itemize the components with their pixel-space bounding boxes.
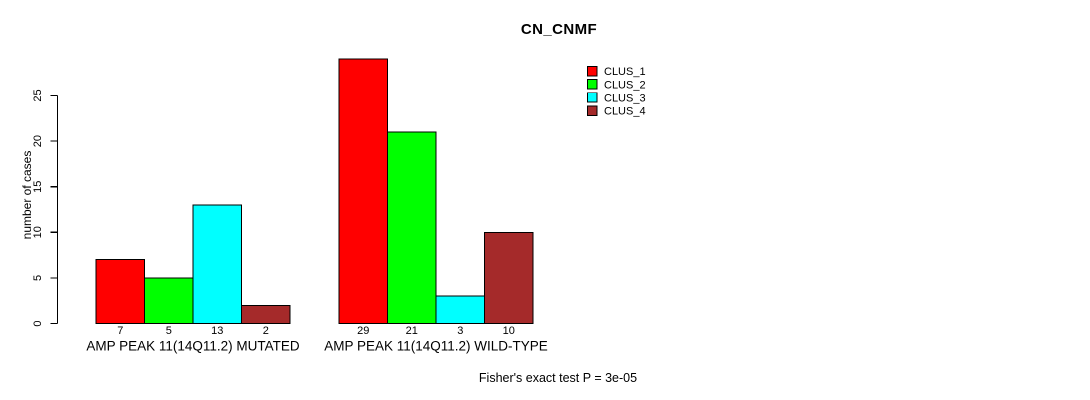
bar xyxy=(241,304,291,325)
bar-value-label: 2 xyxy=(263,325,269,337)
bar xyxy=(484,231,534,324)
legend-label: CLUS_3 xyxy=(604,92,646,104)
legend-label: CLUS_1 xyxy=(604,66,646,78)
chart-title: CN_CNMF xyxy=(520,21,598,38)
y-tick-label: 25 xyxy=(32,89,44,101)
bar-value-label: 13 xyxy=(211,325,223,337)
bar xyxy=(435,295,485,325)
group-label: AMP PEAK 11(14Q11.2) WILD-TYPE xyxy=(324,339,548,354)
bar-value-label: 3 xyxy=(457,325,463,337)
legend-label: CLUS_4 xyxy=(604,106,646,118)
bar-value-label: 29 xyxy=(357,325,369,337)
bar-value-label: 5 xyxy=(166,325,172,337)
bar-value-label: 21 xyxy=(406,325,418,337)
y-tick-label: 5 xyxy=(32,275,44,281)
legend-swatch xyxy=(587,92,598,103)
legend-swatch xyxy=(587,66,598,77)
bar xyxy=(387,131,437,324)
bar xyxy=(144,277,194,324)
y-tick-label: 15 xyxy=(32,181,44,193)
y-tick-label: 0 xyxy=(32,320,44,326)
group-label: AMP PEAK 11(14Q11.2) MUTATED xyxy=(86,339,300,354)
stat-test-annotation: Fisher's exact test P = 3e-05 xyxy=(478,371,638,385)
legend-label: CLUS_2 xyxy=(604,79,646,91)
bar xyxy=(95,259,145,325)
legend-swatch xyxy=(587,79,598,90)
bar xyxy=(338,58,388,325)
bar-value-label: 10 xyxy=(503,325,515,337)
bar-value-label: 7 xyxy=(117,325,123,337)
bar xyxy=(192,204,242,324)
y-tick-label: 10 xyxy=(32,226,44,238)
y-tick-label: 20 xyxy=(32,135,44,147)
legend-swatch xyxy=(587,105,598,116)
